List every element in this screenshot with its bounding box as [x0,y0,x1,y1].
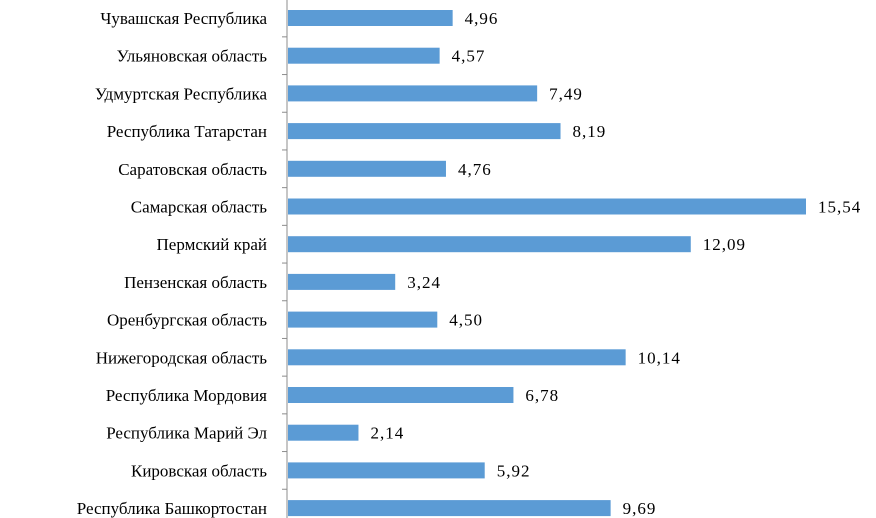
bar [288,273,396,290]
value-label: 8,19 [573,122,607,141]
value-label: 5,92 [497,461,531,480]
value-label: 3,24 [407,273,441,292]
category-label: Пермский край [157,235,267,254]
bar [288,311,438,328]
category-label: Нижегородская область [96,348,268,367]
value-label: 4,96 [465,9,499,28]
bar [288,160,446,177]
category-label: Республика Марий Эл [106,424,267,443]
category-label: Оренбургская область [107,311,267,330]
value-label: 4,50 [449,311,483,330]
value-label: 9,69 [623,499,657,518]
bar [288,462,485,479]
category-labels: Чувашская Республика Ульяновская область У… [77,9,268,518]
bar [288,500,611,517]
value-label: 4,57 [452,47,486,66]
value-label: 2,14 [370,424,404,443]
value-label: 7,49 [549,84,583,103]
category-label: Ульяновская область [117,47,268,66]
category-label: Самарская область [131,198,267,217]
bar [288,387,514,403]
value-labels: 4,96 4,57 7,49 8,19 4,76 15,54 12,09 3,24 4,50 10… [370,9,861,518]
category-label: Удмуртская Республика [95,84,268,103]
category-label: Республика Башкортостан [77,499,267,518]
value-label: 12,09 [703,235,746,254]
bar [288,424,359,441]
category-label: Кировская область [131,461,267,480]
value-label: 15,54 [818,198,861,217]
bars-group [288,10,806,517]
value-label: 10,14 [638,348,681,367]
value-label: 6,78 [525,386,559,405]
value-label: 4,76 [458,160,492,179]
category-label: Республика Татарстан [107,122,267,141]
bar [288,198,806,215]
category-label: Саратовская область [118,160,267,179]
bar [288,85,538,102]
bar [288,236,691,253]
bar [288,349,626,366]
bar [288,10,453,26]
category-label: Республика Мордовия [106,386,267,405]
category-label: Чувашская Республика [100,9,267,28]
bar [288,47,440,64]
category-label: Пензенская область [124,273,267,292]
y-axis-ticks [282,36,287,490]
bar [288,123,561,140]
